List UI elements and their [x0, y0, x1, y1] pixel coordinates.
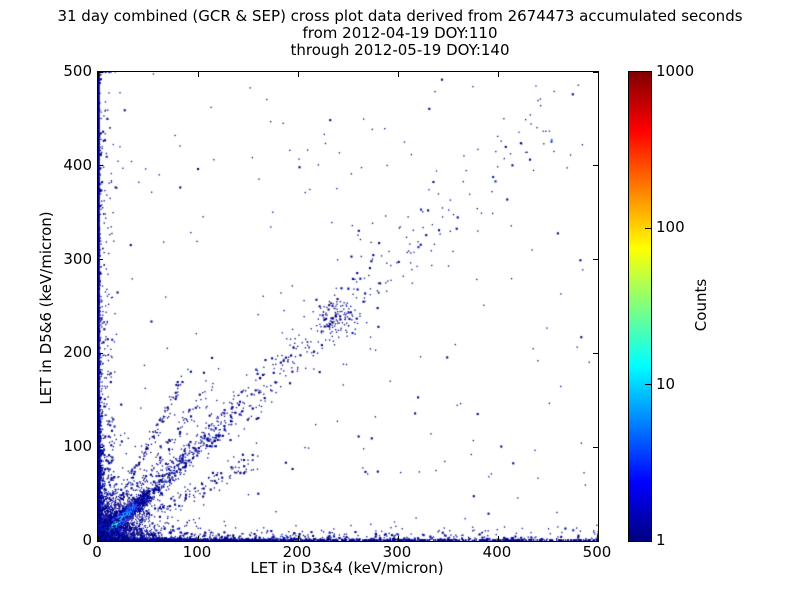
x-tick-mark-bottom: [597, 536, 599, 541]
chart-title-line-2: from 2012-04-19 DOY:110: [302, 24, 498, 42]
x-tick-label: 500: [582, 543, 612, 561]
x-tick-mark-top: [97, 72, 99, 77]
chart-title-line-3: through 2012-05-19 DOY:140: [290, 41, 510, 59]
colorbar-tick-label: 1: [656, 531, 666, 549]
colorbar-label: Counts: [692, 278, 710, 332]
x-tick-label: 400: [482, 543, 512, 561]
chart-title-line-1: 31 day combined (GCR & SEP) cross plot d…: [57, 7, 743, 25]
x-tick-mark-bottom: [297, 536, 299, 541]
x-axis-label: LET in D3&4 (keV/micron): [250, 559, 444, 577]
x-tick-mark-top: [197, 72, 199, 77]
x-tick-mark-top: [597, 72, 599, 77]
x-tick-mark-bottom: [397, 536, 399, 541]
colorbar-tick-label: 1000: [656, 62, 695, 80]
y-tick-mark-right: [593, 446, 598, 448]
x-tick-mark-bottom: [97, 536, 99, 541]
y-tick-label: 500: [63, 62, 92, 80]
colorbar-tick-mark: [645, 227, 651, 229]
colorbar-tick-label: 100: [656, 218, 685, 237]
y-tick-label: 0: [82, 531, 92, 549]
x-tick-mark-bottom: [497, 536, 499, 541]
x-tick-mark-top: [297, 72, 299, 77]
y-tick-mark-right: [593, 259, 598, 261]
y-tick-mark-left: [98, 259, 103, 261]
y-axis-label: LET in D5&6 (keV/micron): [37, 211, 55, 405]
colorbar: [628, 71, 652, 542]
x-tick-label: 100: [182, 543, 212, 561]
colorbar-tick-label: 10: [656, 374, 676, 393]
x-tick-label: 300: [382, 543, 412, 561]
x-tick-label: 200: [282, 543, 312, 561]
y-tick-mark-right: [593, 165, 598, 167]
colorbar-tick-mark: [645, 384, 651, 386]
x-tick-mark-top: [497, 72, 499, 77]
y-tick-label: 200: [63, 343, 92, 362]
y-tick-mark-left: [98, 540, 103, 542]
y-tick-mark-left: [98, 71, 103, 73]
x-tick-mark-bottom: [197, 536, 199, 541]
chart-title: 31 day combined (GCR & SEP) cross plot d…: [0, 8, 800, 59]
y-tick-label: 300: [63, 249, 92, 268]
y-tick-mark-right: [593, 352, 598, 354]
y-tick-mark-left: [98, 165, 103, 167]
y-tick-mark-right: [593, 71, 598, 73]
x-tick-mark-top: [397, 72, 399, 77]
y-tick-mark-left: [98, 352, 103, 354]
scatter-data-layer: [98, 72, 598, 541]
y-tick-mark-right: [593, 540, 598, 542]
y-tick-label: 400: [63, 155, 92, 174]
x-tick-label: 0: [92, 543, 102, 561]
plot-area: [97, 71, 599, 542]
y-tick-mark-left: [98, 446, 103, 448]
y-tick-label: 100: [63, 437, 92, 456]
